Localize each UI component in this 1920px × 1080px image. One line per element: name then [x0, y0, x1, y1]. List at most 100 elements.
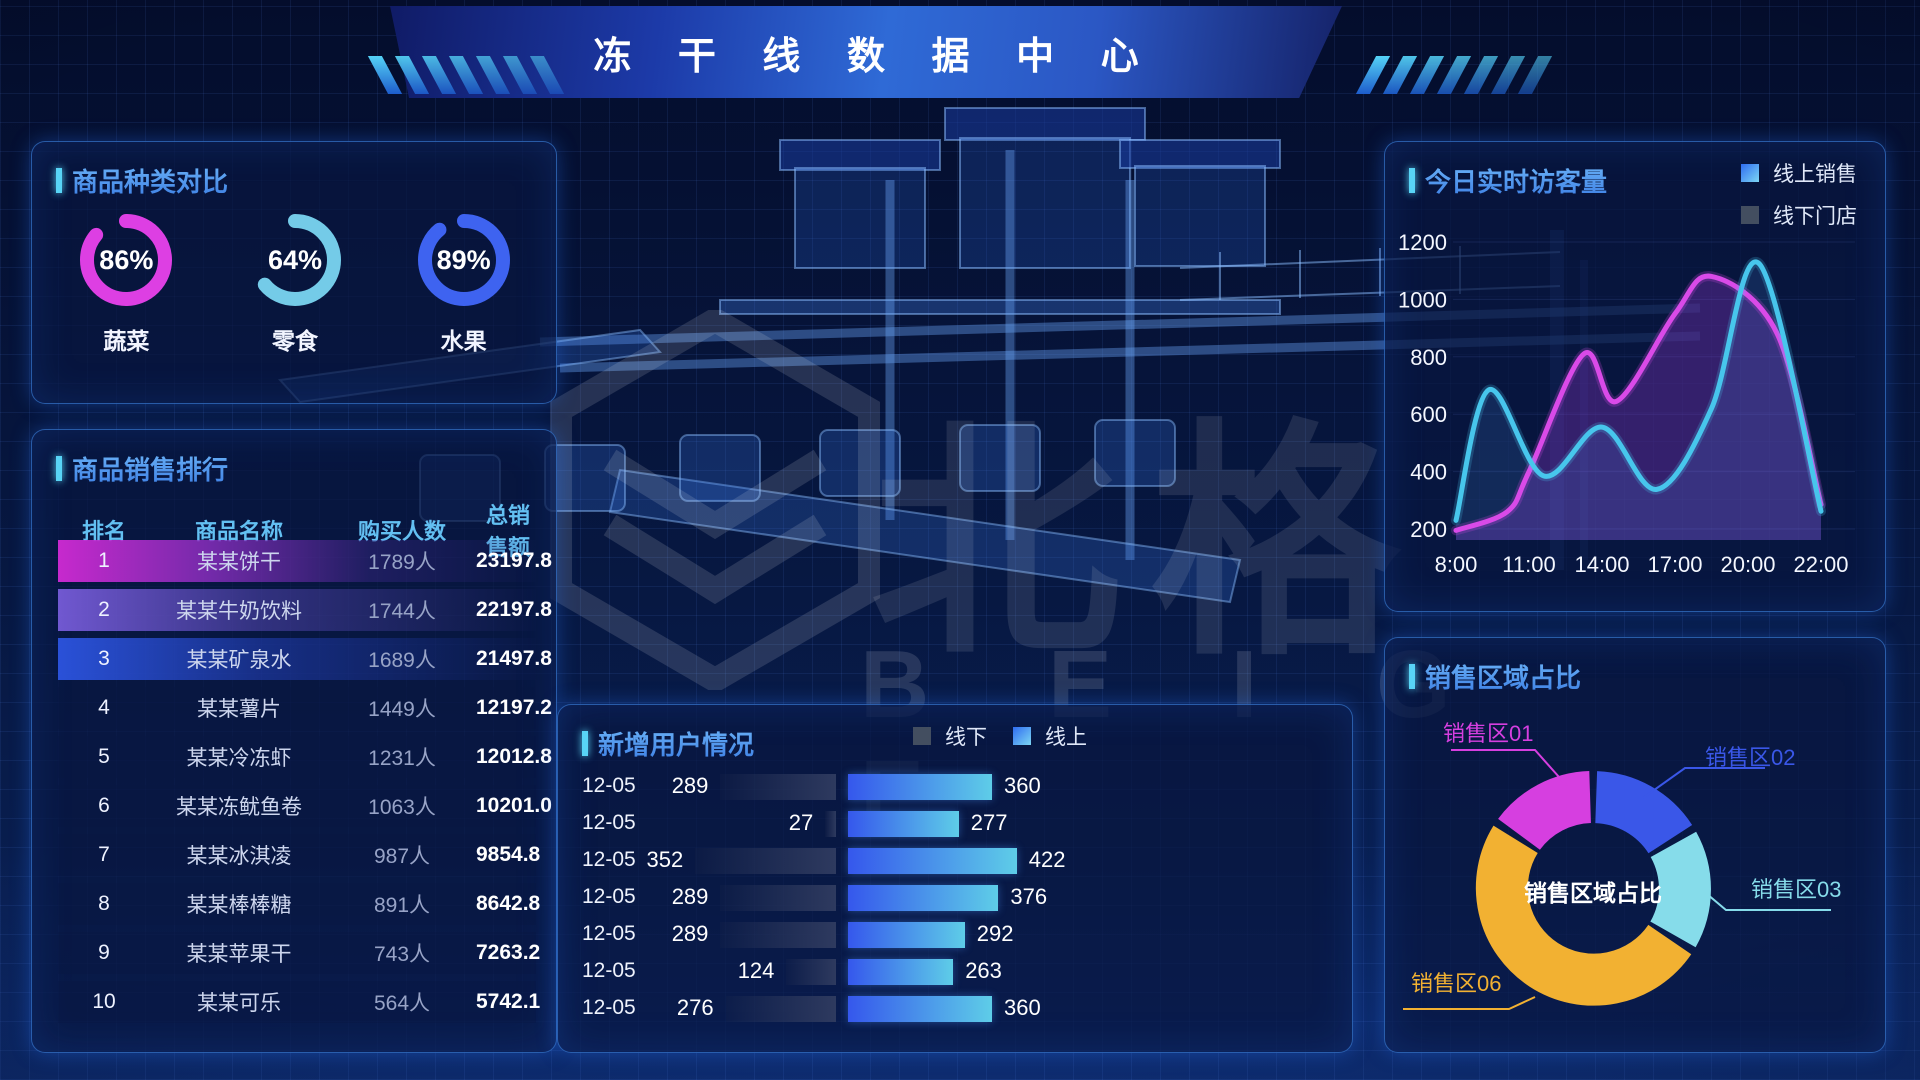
- row-date: 12-05: [582, 774, 636, 797]
- donut-slice-销售区06: [1475, 825, 1692, 1006]
- cell-name: 某某牛奶饮料: [176, 600, 302, 623]
- offline-bar: [720, 774, 836, 800]
- online-value: 263: [965, 958, 1002, 983]
- offline-swatch-icon: [913, 727, 931, 745]
- category-ring: 64% 零食: [220, 210, 370, 356]
- users-bar-row: 12-05 276 360: [558, 991, 1354, 1028]
- panel-visitors-today: 今日实时访客量 线上销售 线下门店 1200 1000 800 600 400 200 8:…: [1384, 141, 1886, 612]
- cell-amount: 23197.8: [476, 549, 552, 572]
- table-row: 4 某某薯片 1449人 12197.2: [58, 687, 552, 729]
- cell-amount: 7263.2: [476, 941, 541, 964]
- cell-amount: 21497.8: [476, 647, 552, 670]
- x-axis-tick: 20:00: [1720, 552, 1775, 577]
- panel-title: 商品销售排行: [72, 450, 228, 487]
- cell-count: 1744人: [368, 600, 436, 623]
- table-row: 9 某某苹果干 743人 7263.2: [58, 932, 540, 974]
- cell-rank: 1: [98, 549, 110, 572]
- users-bar-row: 12-05 27 277: [558, 806, 1354, 843]
- ring-label: 零食: [271, 328, 318, 354]
- legend-label: 线下: [945, 726, 987, 749]
- ring-gauge: 86%: [76, 210, 176, 310]
- x-axis-tick: 8:00: [1435, 552, 1478, 577]
- x-axis-tick: 11:00: [1502, 552, 1555, 577]
- cell-amount: 8642.8: [476, 892, 541, 915]
- offline-bar: [725, 996, 836, 1022]
- online-bar: [848, 811, 959, 837]
- cell-count: 564人: [373, 992, 431, 1015]
- offline-value: 27: [788, 810, 814, 835]
- donut-callout-label: 销售区02: [1705, 745, 1796, 770]
- legend-item-offline[interactable]: 线下: [913, 721, 987, 751]
- table-row: 8 某某棒棒糖 891人 8642.8: [58, 883, 540, 925]
- online-bar: [848, 996, 992, 1022]
- visitors-line-chart: 1200 1000 800 600 400 200 8:00 11:00 14:00 17:00 2…: [1398, 230, 1855, 577]
- y-axis-tick: 400: [1410, 460, 1447, 485]
- users-bar-row: 12-05 124 263: [558, 954, 1354, 991]
- cell-count: 1063人: [368, 796, 436, 819]
- online-value: 277: [970, 810, 1008, 835]
- y-axis-tick: 200: [1410, 517, 1447, 542]
- y-axis-tick: 800: [1410, 345, 1447, 370]
- table-row: 5 某某冷冻虾 1231人 12012.8: [58, 736, 552, 778]
- panel-accent-bar: [56, 456, 62, 481]
- ring-gauge: 64%: [245, 210, 345, 310]
- ring-label: 水果: [440, 328, 487, 354]
- offline-bar: [720, 922, 836, 948]
- cell-rank: 7: [98, 843, 110, 866]
- panel-title: 商品种类对比: [72, 162, 228, 199]
- cell-name: 某某冷冻虾: [186, 747, 292, 770]
- cell-count: 1789人: [368, 551, 436, 574]
- donut-callout-label: 销售区06: [1411, 971, 1502, 996]
- users-legend: 线下 线上: [913, 721, 1087, 751]
- panel-region-share: 销售区域占比 销售区域占比 销售区01 销售区02 销售区03 销售区06: [1384, 637, 1886, 1053]
- cell-count: 1449人: [368, 698, 436, 721]
- panel-new-users: 新增用户情况 线下 线上 12-05 289 360 12-05 27 277 12-05 3…: [557, 704, 1353, 1053]
- cell-name: 某某矿泉水: [186, 649, 292, 672]
- cell-rank: 5: [98, 745, 110, 768]
- row-date: 12-05: [582, 922, 636, 945]
- online-value: 292: [976, 921, 1014, 946]
- category-rings: 86% 蔬菜 64% 零食 89% 水果: [42, 210, 548, 356]
- cell-rank: 4: [98, 696, 110, 719]
- row-date: 12-05: [582, 959, 636, 982]
- x-axis-tick: 22:00: [1793, 552, 1848, 577]
- offline-value: 289: [671, 921, 709, 946]
- category-ring: 89% 水果: [389, 210, 539, 356]
- cell-name: 某某棒棒糖: [186, 894, 292, 917]
- category-ring: 86% 蔬菜: [51, 210, 201, 356]
- row-date: 12-05: [582, 996, 636, 1019]
- online-value: 376: [1010, 884, 1048, 909]
- table-row: 3 某某矿泉水 1689人 21497.8: [58, 638, 552, 680]
- ring-gauge: 89%: [414, 210, 514, 310]
- page-title: 冻 干 线 数 据 中 心: [593, 35, 1157, 78]
- cell-count: 1689人: [368, 649, 436, 672]
- users-bar-rows: 12-05 289 360 12-05 27 277 12-05 352 422 12-05 289…: [558, 769, 1354, 1028]
- panel-title: 新增用户情况: [598, 725, 754, 762]
- users-bar-row: 12-05 289 292: [558, 917, 1354, 954]
- donut-center-label: 销售区域占比: [1524, 880, 1662, 906]
- row-date: 12-05: [582, 885, 636, 908]
- table-row: 2 某某牛奶饮料 1744人 22197.8: [58, 589, 552, 631]
- cell-amount: 10201.0: [476, 794, 552, 817]
- panel-sales-ranking: 商品销售排行 排名 商品名称 购买人数 总销售额 1 某某饼干 1789人 23197…: [31, 429, 557, 1053]
- cell-amount: 12197.2: [476, 696, 552, 719]
- header-decor-left: [367, 56, 565, 94]
- table-row: 10 某某可乐 564人 5742.1: [58, 981, 540, 1023]
- panel-category-share: 商品种类对比 86% 蔬菜 64% 零食 89% 水果: [31, 141, 557, 404]
- cell-name: 某某薯片: [197, 698, 281, 721]
- donut-slice-销售区01: [1498, 771, 1592, 851]
- offline-bar: [695, 848, 836, 874]
- online-swatch-icon: [1013, 727, 1031, 745]
- legend-item-online[interactable]: 线上: [1013, 721, 1087, 751]
- cell-name: 某某苹果干: [186, 943, 292, 966]
- online-value: 422: [1028, 847, 1066, 872]
- cell-name: 某某饼干: [197, 551, 281, 574]
- users-bar-row: 12-05 352 422: [558, 843, 1354, 880]
- legend-label: 线上: [1045, 726, 1087, 749]
- ranking-table-header: 排名 商品名称 购买人数 总销售额: [58, 498, 536, 560]
- offline-bar: [786, 959, 836, 985]
- cell-rank: 10: [92, 990, 116, 1013]
- cell-count: 891人: [373, 894, 431, 917]
- cell-name: 某某可乐: [197, 992, 281, 1015]
